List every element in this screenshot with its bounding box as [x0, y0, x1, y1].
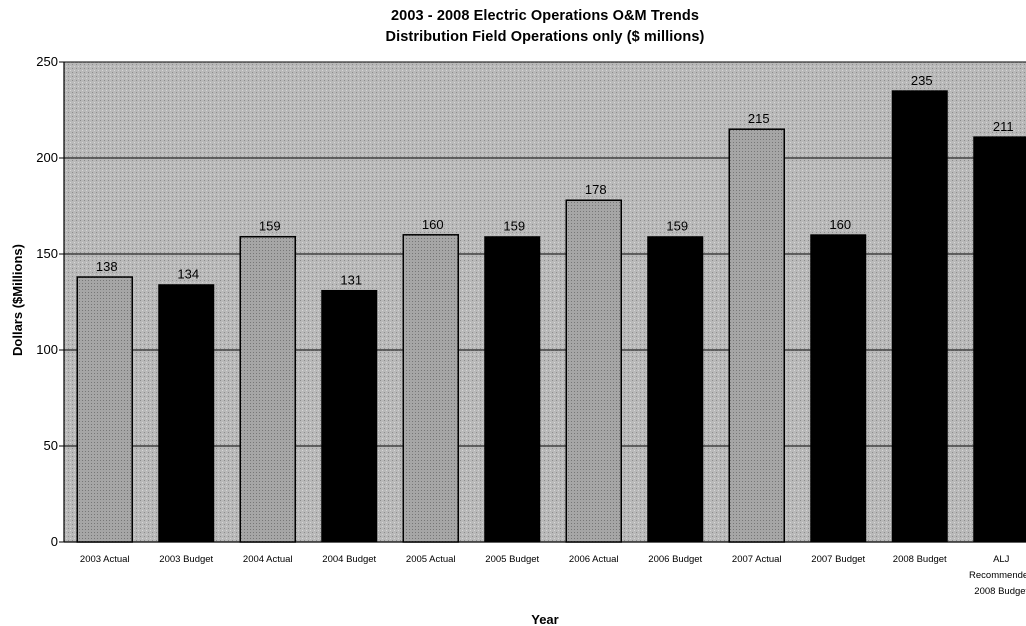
data-label: 235 [911, 73, 933, 88]
x-tick-label: 2004 Budget [322, 554, 376, 565]
x-tick-label: 2005 Budget [485, 554, 539, 565]
data-label: 134 [177, 267, 199, 282]
data-label: 131 [340, 272, 362, 287]
y-tick-label: 150 [36, 246, 58, 261]
bar [321, 289, 378, 543]
bar [484, 236, 541, 543]
y-tick-label: 250 [36, 54, 58, 69]
y-tick-label: 200 [36, 150, 58, 165]
data-label: 215 [748, 111, 770, 126]
x-tick-label: 2003 Actual [80, 554, 130, 565]
bar [891, 90, 948, 543]
y-tick-label: 50 [44, 438, 58, 453]
y-axis-title: Dollars ($Millions) [10, 244, 25, 356]
bar [402, 234, 459, 543]
data-label: 159 [666, 219, 688, 234]
bar [728, 128, 785, 543]
x-tick-label: 2006 Actual [569, 554, 619, 565]
data-label: 160 [829, 217, 851, 232]
bar [647, 236, 704, 543]
bar [76, 276, 133, 543]
x-tick-label: 2007 Budget [811, 554, 865, 565]
y-tick-label: 100 [36, 342, 58, 357]
chart-subtitle: Distribution Field Operations only ($ mi… [385, 29, 705, 45]
data-label: 159 [503, 219, 525, 234]
x-tick-label: 2006 Budget [648, 554, 702, 565]
x-tick-label: 2005 Actual [406, 554, 456, 565]
data-label: 159 [259, 219, 281, 234]
data-label: 178 [585, 182, 607, 197]
bar [565, 199, 622, 543]
x-axis-title: Year [531, 612, 558, 626]
bar [158, 284, 215, 543]
x-axis-ticks: 2003 Actual 2003 Budget 2004 Actual 2004 Bu… [80, 554, 1026, 597]
data-label: 138 [96, 259, 118, 274]
bar [973, 136, 1026, 543]
data-label: 211 [993, 119, 1014, 134]
x-tick-label: 2003 Budget [159, 554, 213, 565]
x-tick-label: 2008 Budget [893, 554, 947, 565]
chart-title: 2003 - 2008 Electric Operations O&M Tren… [390, 8, 700, 24]
data-labels: 138 134 159 131 160 159 178 159 215 160 235 211 [96, 73, 1014, 288]
x-tick-label: ALJRecommended2008 Budget [969, 554, 1026, 597]
x-tick-label: 2004 Actual [243, 554, 293, 565]
y-tick-label: 0 [51, 534, 58, 549]
bar [239, 235, 296, 543]
bar [810, 234, 867, 543]
data-label: 160 [422, 217, 444, 232]
x-tick-label: 2007 Actual [732, 554, 782, 565]
bars [76, 90, 1026, 543]
y-axis-ticks: 0 50 100 150 200 250 [36, 54, 64, 549]
